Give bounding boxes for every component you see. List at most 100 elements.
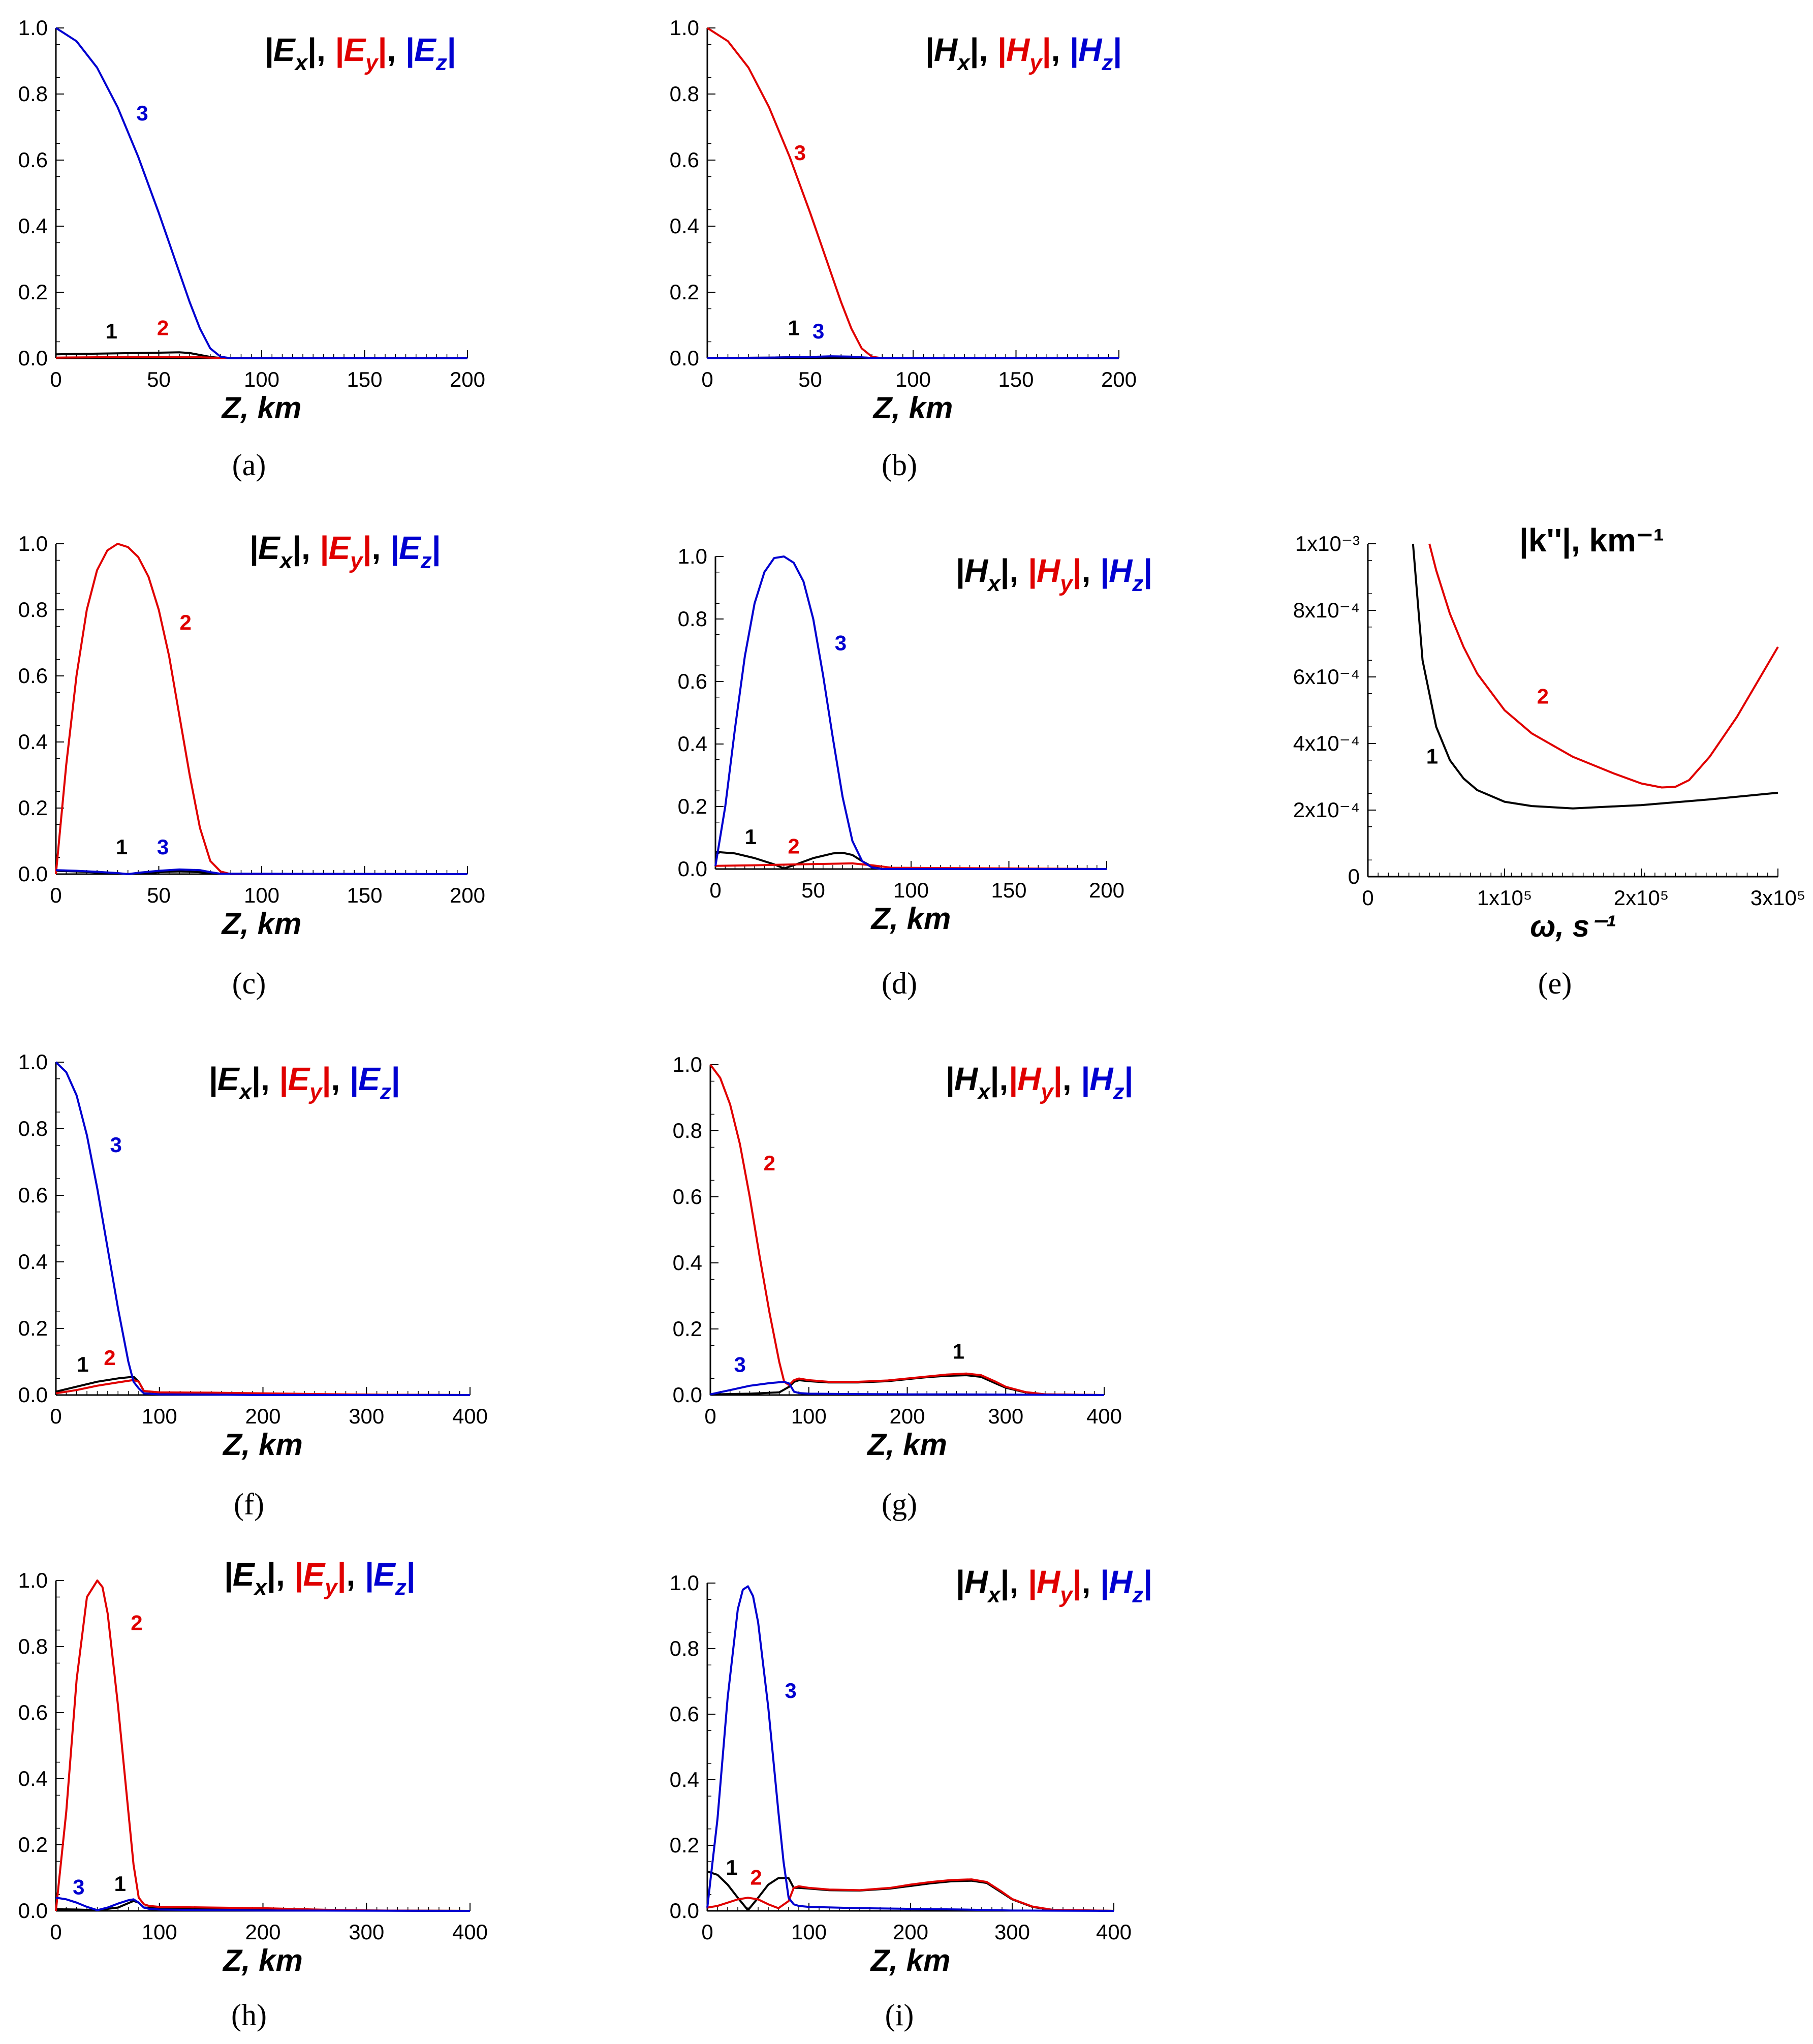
panel-title-part: |H <box>955 552 989 589</box>
panel-title-part: |H <box>1100 1564 1133 1600</box>
panel-title-part: |, <box>307 32 334 69</box>
x-tick-label: 300 <box>988 1404 1023 1428</box>
y-tick-label: 0.8 <box>18 82 48 106</box>
x-axis-title-e: ω, s⁻¹ <box>1530 909 1615 943</box>
x-axis-title-i: Z, km <box>870 1943 951 1977</box>
y-tick-label: 0 <box>1348 864 1360 888</box>
panel-title-part: |H <box>997 32 1030 68</box>
x-tick-label: 400 <box>1096 1920 1132 1944</box>
panel-title-part: z <box>1113 1079 1124 1104</box>
curve-label: 1 <box>77 1352 88 1376</box>
y-tick-label: 1.0 <box>670 1571 699 1595</box>
panel-title-part: |, <box>252 1061 278 1098</box>
series-line-a-2 <box>55 356 468 359</box>
panel-caption-g: (g) <box>882 1488 917 1521</box>
panel-title-part: x <box>987 571 1001 596</box>
panel-caption-h: (h) <box>231 1998 267 2032</box>
panel-title-part: x <box>254 1575 268 1600</box>
panel-caption-a: (a) <box>232 448 266 482</box>
y-tick-label: 0.6 <box>670 148 699 172</box>
x-tick-label: 200 <box>893 1920 928 1944</box>
panel-title-part: |H <box>1100 552 1133 589</box>
x-tick-label: 50 <box>147 883 171 907</box>
curve-label: 3 <box>136 101 148 125</box>
y-tick-label: 0.4 <box>673 1251 702 1275</box>
y-tick-label: 1.0 <box>18 16 48 40</box>
panel-title-part: z <box>435 50 447 75</box>
series-line-c-2 <box>55 543 467 875</box>
y-tick-label: 0.6 <box>678 669 707 693</box>
series-line-i-2 <box>707 1878 1114 1912</box>
x-tick-label: 200 <box>889 1404 925 1428</box>
y-tick-label: 0.6 <box>670 1702 699 1726</box>
panel-title-part: |, <box>292 530 319 567</box>
panel-title-part: |, <box>990 1061 1009 1098</box>
y-tick-label: 0.8 <box>673 1119 702 1142</box>
y-tick-label: 0.8 <box>18 1117 48 1140</box>
y-tick-label: 0.0 <box>673 1383 702 1407</box>
panel-caption-b: (b) <box>882 448 917 482</box>
panel-title-part: | <box>1073 552 1082 590</box>
y-tick-label: 0.4 <box>18 1767 48 1790</box>
panel-title-part: | <box>1073 1564 1082 1601</box>
panel-title-part: z <box>395 1575 407 1600</box>
y-tick-label: 0.4 <box>678 732 707 756</box>
panel-title-part: |, <box>1001 552 1027 590</box>
y-tick-label: 0.0 <box>18 346 48 370</box>
y-tick-label: 0.4 <box>18 214 48 238</box>
panel-title-part: z <box>380 1079 391 1104</box>
panel-title-part: | <box>432 530 441 567</box>
y-tick-label: 0.4 <box>670 214 699 238</box>
panel-title-part: |, <box>267 1556 294 1593</box>
panel-title-d: |Hx|, |Hy|, |Hz| <box>955 552 1152 596</box>
y-tick-label: 0.6 <box>18 1700 48 1724</box>
panel-title-part: x <box>238 1079 253 1104</box>
y-tick-label: 0.2 <box>673 1317 702 1341</box>
panel-title-f: |Ex|, |Ey|, |Ez| <box>208 1061 400 1104</box>
panel-title-part: |E <box>208 1061 240 1097</box>
panel-caption-c: (c) <box>232 967 266 1000</box>
series-line-d-3 <box>714 555 1107 870</box>
series-line-g-3 <box>710 1381 1105 1396</box>
panel-title-part: |k''|, km⁻¹ <box>1519 522 1664 559</box>
x-tick-label: 0 <box>701 1920 713 1944</box>
curve-label: 2 <box>1537 684 1549 708</box>
x-tick-label: 150 <box>998 367 1034 391</box>
x-tick-label: 100 <box>244 883 279 907</box>
panel-title-b: |Hx|, |Hy|, |Hz| <box>925 32 1122 75</box>
x-tick-label: 400 <box>452 1404 488 1428</box>
series-line-e-1 <box>1412 543 1778 810</box>
x-axis-title-a: Z, km <box>221 391 302 425</box>
series-line-b-2 <box>706 27 1119 359</box>
x-tick-label: 400 <box>1086 1404 1122 1428</box>
curve-label: 3 <box>812 319 824 343</box>
curve-label: 2 <box>104 1346 115 1370</box>
panel-caption-d: (d) <box>882 967 917 1000</box>
panel-title-part: |, <box>1001 1564 1027 1601</box>
x-axis-title-c: Z, km <box>221 907 302 941</box>
y-tick-label: 0.4 <box>18 1250 48 1274</box>
x-axis-title-b: Z, km <box>872 391 953 425</box>
x-tick-label: 0 <box>701 367 713 391</box>
y-tick-label: 0.8 <box>678 607 707 631</box>
y-tick-label: 0.2 <box>18 1316 48 1340</box>
series-line-f-3 <box>55 1061 470 1396</box>
curve-label: 2 <box>157 316 169 340</box>
y-tick-label: 0.0 <box>18 1383 48 1407</box>
y-tick-label: 0.2 <box>18 280 48 304</box>
panel-title-part: y <box>1040 1079 1054 1104</box>
panel-title-part: | <box>1053 1061 1062 1098</box>
panel-title-part: |E <box>335 32 367 68</box>
curve-label: 2 <box>131 1611 142 1635</box>
panel-caption-i: (i) <box>885 1998 914 2032</box>
x-tick-label: 2x10⁵ <box>1614 886 1669 910</box>
x-tick-label: 200 <box>245 1920 280 1944</box>
panel-title-part: , <box>1051 32 1070 68</box>
panel-title-part: y <box>1059 571 1074 596</box>
x-tick-label: 150 <box>347 883 382 907</box>
y-tick-label: 0.0 <box>678 857 707 881</box>
panel-title-part: |E <box>390 530 422 566</box>
curve-label: 2 <box>788 834 799 858</box>
y-tick-label: 1.0 <box>18 532 48 555</box>
panel-title-part: , <box>1062 1061 1081 1097</box>
